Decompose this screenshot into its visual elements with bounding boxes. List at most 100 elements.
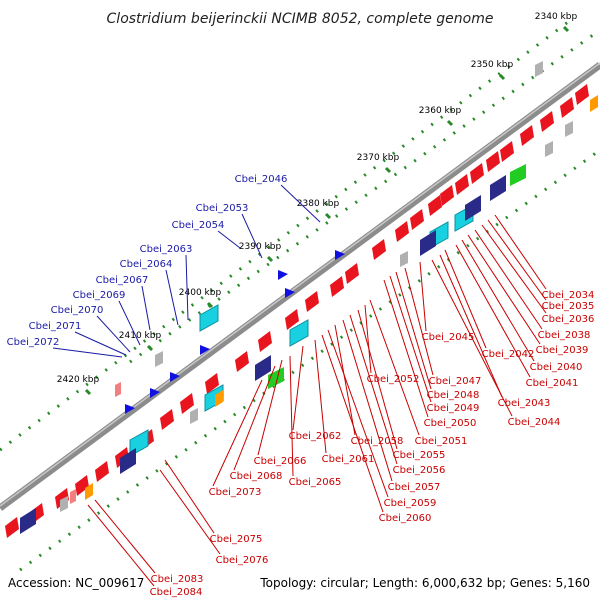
- leader-line: [185, 254, 189, 321]
- kbp-tick-mark: [146, 344, 154, 352]
- gene-label: Cbei_2070: [51, 305, 104, 316]
- gene-block: [205, 373, 219, 394]
- gene-label: Cbei_2067: [96, 275, 149, 286]
- leader-line: [494, 214, 547, 290]
- gene-block: [150, 388, 160, 398]
- leader-line: [241, 213, 263, 259]
- gene-block: [258, 331, 272, 352]
- leader-line: [419, 261, 427, 332]
- leader-line: [461, 239, 535, 362]
- gene-label: Cbei_2062: [289, 431, 342, 442]
- leader-line: [364, 304, 372, 374]
- gene-block: [345, 263, 359, 284]
- leader-line: [165, 269, 179, 326]
- gene-block: [85, 483, 93, 500]
- gene-label: Cbei_2060: [379, 513, 432, 524]
- gene-label: Cbei_2048: [427, 390, 480, 401]
- gene-blocks: [5, 61, 598, 538]
- kbp-tick-label: 2410 kbp: [119, 331, 162, 341]
- gene-label: Cbei_2059: [384, 498, 437, 509]
- gene-block: [190, 408, 198, 424]
- gene-label: Cbei_2072: [7, 337, 60, 348]
- gene-block: [289, 319, 309, 347]
- gene-label: Cbei_2052: [367, 374, 420, 385]
- gene-block: [75, 475, 89, 496]
- gene-label: Cbei_2045: [422, 332, 475, 343]
- leader-line: [395, 271, 432, 390]
- gene-block: [200, 345, 210, 355]
- leader-line: [481, 224, 547, 314]
- gene-label: Cbei_2038: [538, 330, 591, 341]
- leader-line: [467, 234, 541, 345]
- gene-block: [285, 309, 299, 330]
- leader-line: [74, 331, 127, 356]
- gene-block: [590, 95, 598, 112]
- gene-block: [335, 250, 345, 260]
- gene-block: [410, 209, 424, 230]
- leader-line: [439, 254, 503, 398]
- leader-line: [96, 315, 131, 353]
- outer-dotted-track: [0, 20, 569, 452]
- gene-label: Cbei_2040: [530, 362, 583, 373]
- gene-label: Cbei_2035: [542, 301, 595, 312]
- gene-block: [486, 151, 500, 172]
- leader-line: [444, 249, 487, 349]
- gene-block: [420, 230, 436, 256]
- kbp-tick-label: 2380 kbp: [297, 199, 340, 209]
- gene-block: [70, 489, 76, 504]
- leader-line: [327, 329, 389, 498]
- leader-line: [314, 339, 327, 454]
- leader-line: [164, 459, 215, 534]
- gene-label: Cbei_2044: [508, 417, 561, 428]
- gene-label: Cbei_2076: [216, 555, 269, 566]
- reverse-dotted-track: [129, 28, 600, 364]
- leader-line: [141, 285, 151, 331]
- gene-block: [278, 270, 288, 280]
- gene-block: [285, 288, 295, 298]
- gene-block: [440, 185, 454, 206]
- gene-block: [305, 291, 319, 312]
- leader-line: [349, 314, 398, 465]
- gene-label: Cbei_2061: [322, 454, 375, 465]
- leader-lines: [52, 184, 547, 587]
- leader-line: [334, 324, 356, 436]
- gene-block: [330, 276, 344, 297]
- gene-block: [565, 121, 573, 137]
- gene-label: Cbei_2057: [388, 482, 441, 493]
- kbp-tick-mark: [446, 119, 454, 127]
- gene-block: [428, 195, 442, 216]
- gene-label: Cbei_2047: [429, 376, 482, 387]
- gene-block: [455, 174, 469, 195]
- kbp-tick-label: 2420 kbp: [57, 375, 100, 385]
- leader-line: [159, 469, 221, 555]
- gene-block: [520, 125, 534, 146]
- genome-backbone: [0, 62, 600, 511]
- kbp-tick-label: 2400 kbp: [179, 288, 222, 298]
- leader-line: [389, 275, 432, 403]
- leader-line: [257, 359, 283, 456]
- gene-block: [215, 390, 223, 407]
- kbp-tick-mark: [206, 301, 214, 309]
- leader-line: [289, 355, 294, 477]
- kbp-tick-mark: [562, 25, 570, 33]
- gene-block: [115, 382, 121, 397]
- kbp-tick-label: 2340 kbp: [535, 12, 578, 22]
- kbp-labels: 2340 kbp 2350 kbp 2360 kbp 2370 kbp 2380 kbp…: [57, 12, 578, 385]
- leader-line: [474, 229, 543, 330]
- gene-label: Cbei_2069: [73, 290, 126, 301]
- gene-block: [535, 61, 543, 77]
- leader-line: [487, 219, 547, 301]
- kbp-tick-mark: [324, 212, 332, 220]
- kbp-tick-label: 2370 kbp: [357, 153, 400, 163]
- gene-block: [395, 221, 409, 242]
- gene-label: Cbei_2049: [427, 403, 480, 414]
- gene-block: [155, 351, 163, 367]
- leader-line: [212, 379, 263, 487]
- gene-block: [500, 141, 514, 162]
- gene-block: [575, 84, 589, 105]
- gene-label: Cbei_2073: [209, 487, 262, 498]
- genome-summary-text: Topology: circular; Length: 6,000,632 bp…: [259, 576, 590, 590]
- gene-label: Cbei_2055: [393, 450, 446, 461]
- gene-label: Cbei_2071: [29, 321, 82, 332]
